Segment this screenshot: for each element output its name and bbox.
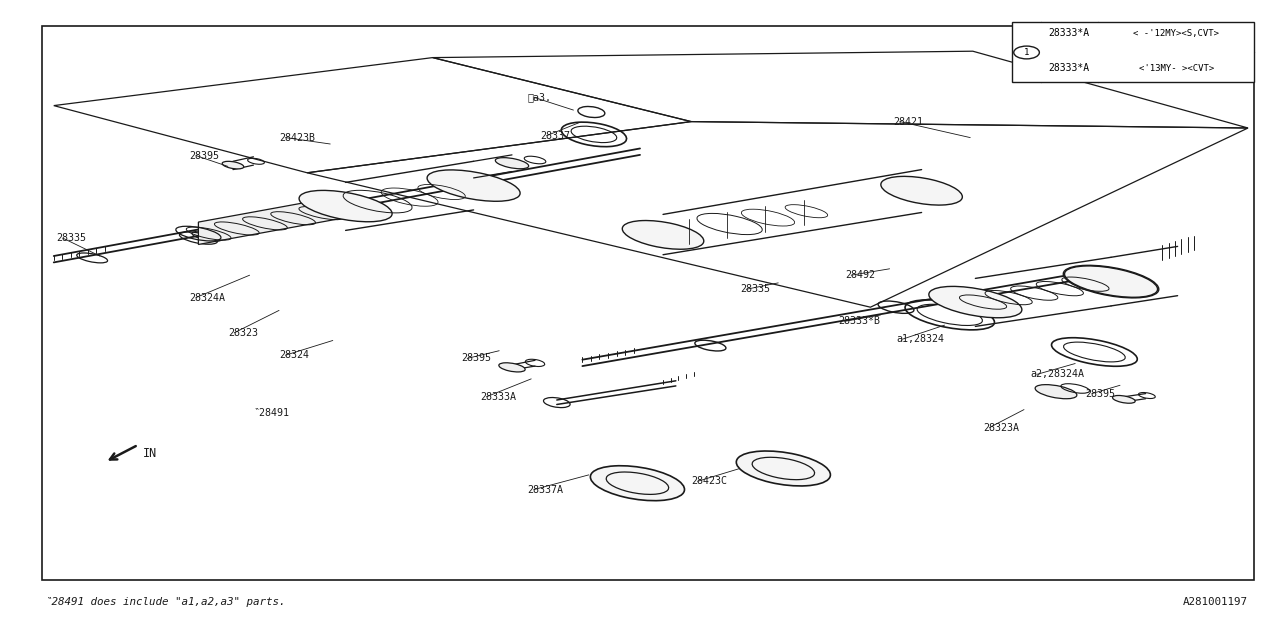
Text: 28324: 28324 bbox=[279, 350, 308, 360]
Ellipse shape bbox=[929, 287, 1021, 317]
Text: a1,28324: a1,28324 bbox=[896, 334, 945, 344]
Text: 28395: 28395 bbox=[461, 353, 490, 364]
Text: 28337A: 28337A bbox=[527, 484, 563, 495]
Ellipse shape bbox=[1065, 266, 1157, 297]
Text: 28335: 28335 bbox=[740, 284, 769, 294]
Text: 28333A: 28333A bbox=[480, 392, 516, 402]
Ellipse shape bbox=[736, 451, 831, 486]
Ellipse shape bbox=[590, 466, 685, 500]
Text: 28423C: 28423C bbox=[691, 476, 727, 486]
Circle shape bbox=[1014, 46, 1039, 59]
Text: ‶28491 does include "a1,a2,a3" parts.: ‶28491 does include "a1,a2,a3" parts. bbox=[45, 596, 285, 607]
Text: 28333*B: 28333*B bbox=[838, 316, 881, 326]
Text: 28324A: 28324A bbox=[189, 292, 225, 303]
Text: 28333*A: 28333*A bbox=[1048, 63, 1089, 74]
Ellipse shape bbox=[881, 177, 963, 205]
Text: A281001197: A281001197 bbox=[1183, 596, 1248, 607]
Text: 28395: 28395 bbox=[1085, 388, 1115, 399]
Text: a2,28324A: a2,28324A bbox=[1030, 369, 1084, 380]
Text: ‶28491: ‶28491 bbox=[253, 408, 289, 418]
Text: 28333*A: 28333*A bbox=[1048, 28, 1089, 38]
Text: 28421: 28421 bbox=[893, 116, 923, 127]
Ellipse shape bbox=[1036, 385, 1076, 399]
Text: <'13MY- ><CVT>: <'13MY- ><CVT> bbox=[1139, 64, 1213, 73]
Polygon shape bbox=[198, 195, 346, 244]
Ellipse shape bbox=[300, 191, 392, 221]
Text: 1: 1 bbox=[1024, 48, 1029, 57]
Ellipse shape bbox=[1112, 396, 1135, 403]
Text: 28337: 28337 bbox=[540, 131, 570, 141]
Text: ①a3.: ①a3. bbox=[527, 92, 552, 102]
Ellipse shape bbox=[499, 363, 525, 372]
Ellipse shape bbox=[428, 170, 520, 201]
Text: 28492: 28492 bbox=[845, 270, 874, 280]
Text: < -'12MY><S,CVT>: < -'12MY><S,CVT> bbox=[1133, 29, 1220, 38]
Text: IN: IN bbox=[143, 447, 157, 460]
Ellipse shape bbox=[495, 157, 529, 169]
Ellipse shape bbox=[223, 161, 243, 169]
Text: 28423B: 28423B bbox=[279, 132, 315, 143]
Bar bbox=[42, 26, 1254, 580]
Text: 28395: 28395 bbox=[189, 150, 219, 161]
Text: 28323A: 28323A bbox=[983, 422, 1019, 433]
Ellipse shape bbox=[622, 221, 704, 249]
Text: 28335: 28335 bbox=[56, 233, 86, 243]
Bar bbox=[1012, 22, 1254, 82]
Text: 28323: 28323 bbox=[228, 328, 257, 338]
